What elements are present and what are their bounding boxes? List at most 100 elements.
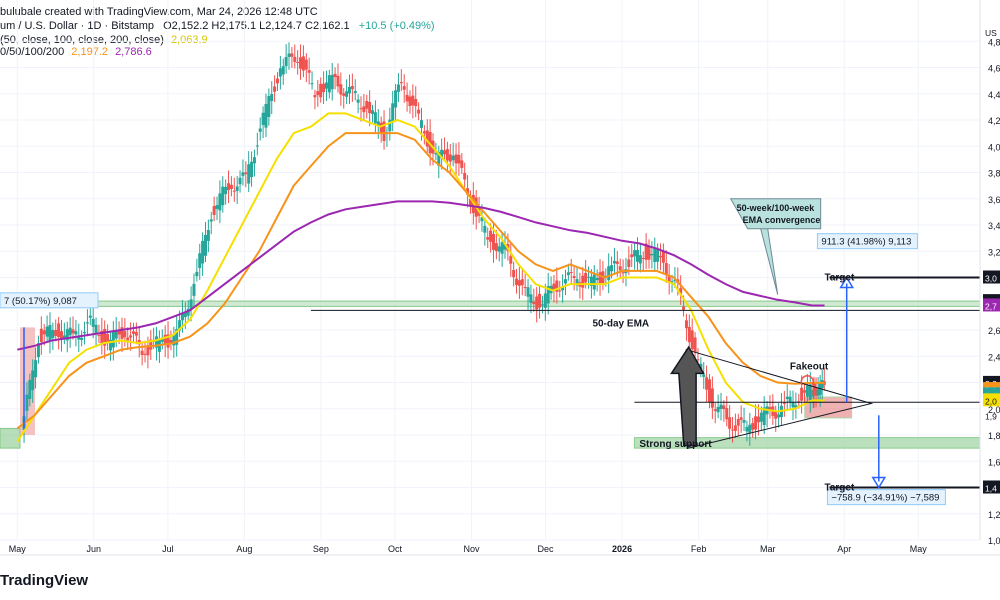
candle-body [198, 253, 202, 268]
candle-body [460, 160, 464, 168]
candle-body [140, 350, 144, 355]
candle-body [719, 404, 723, 409]
candle-body [39, 328, 43, 343]
x-tick-label: Sep [313, 544, 329, 554]
left-measure-label-box [0, 292, 99, 309]
candle-body [80, 337, 84, 340]
candle-body [379, 122, 383, 134]
y-tick-label: 3,4 [988, 221, 1000, 231]
ema-label: (50, close, 100, close, 200, close) [0, 34, 164, 46]
candle-body [595, 277, 599, 281]
candle-body [526, 287, 530, 297]
candle-body [794, 405, 798, 408]
ema50-label: 50-day EMA [592, 318, 649, 329]
candle-body [88, 315, 92, 318]
candle-body [408, 96, 412, 107]
ma-value-2: 2,786.6 [115, 46, 152, 58]
candle-body [258, 128, 262, 132]
candle-body [581, 275, 585, 288]
candle-body [661, 251, 665, 263]
candle-body [575, 279, 579, 286]
candle-body [149, 339, 153, 350]
candle-body [85, 322, 89, 324]
candle-body [365, 101, 369, 109]
candle-body [411, 95, 415, 106]
candle-body [448, 154, 452, 162]
candle-body [71, 329, 75, 334]
fakeout-label: Fakeout [790, 361, 829, 372]
candle-body [252, 157, 256, 164]
candle-body [566, 272, 570, 276]
candle-body [227, 183, 231, 191]
candle-body [224, 186, 228, 195]
change-value: +10.5 (+0.49%) [358, 20, 435, 32]
breakout-arrow [670, 345, 705, 447]
candle-body [57, 323, 61, 338]
convergence-label-2: EMA convergence [743, 215, 821, 225]
ema-lines [16, 42, 826, 446]
price-tag: 2,7 [985, 301, 997, 311]
candle-body [517, 280, 521, 286]
candle-body [592, 274, 596, 290]
fakeout-marker [800, 375, 814, 386]
candle-body [754, 416, 758, 430]
candle-body [552, 283, 556, 291]
candle-body [644, 243, 648, 260]
candle-body [244, 172, 248, 175]
candle-body [255, 145, 259, 147]
candle-body [264, 103, 268, 128]
candle-body [782, 402, 786, 404]
candle-body [275, 78, 279, 84]
candle-body [684, 320, 688, 329]
candle-body [664, 263, 668, 276]
target-up-label: Target [824, 273, 854, 284]
candle-body [117, 329, 121, 335]
candle-body [457, 154, 461, 164]
candle-body [322, 83, 326, 93]
candle-body [610, 265, 614, 272]
candle-body [373, 112, 377, 124]
candle-body [630, 254, 634, 258]
candle-body [350, 86, 354, 90]
candle-body [25, 394, 29, 411]
candle-body [733, 425, 737, 431]
candle-body [83, 332, 87, 334]
candle-body [324, 82, 328, 89]
y-tick-label: 4,0 [988, 142, 1000, 152]
candle-body [615, 261, 619, 264]
candle-body [59, 331, 63, 340]
down-measure-label-box [826, 489, 946, 506]
candle-body [731, 429, 735, 431]
x-tick-label: Aug [236, 544, 252, 554]
candle-body [123, 331, 127, 338]
candle-body [759, 412, 763, 422]
price-tag: 3,0 [985, 274, 997, 284]
candle-body [160, 337, 164, 342]
candle-body [607, 266, 611, 281]
x-tick-label: Mar [760, 544, 776, 554]
candle-body [814, 389, 818, 396]
candle-body [820, 380, 824, 389]
candle-body [468, 198, 472, 207]
candle-body [287, 53, 291, 57]
candle-body [106, 333, 110, 342]
price-tag-bg [983, 298, 1000, 312]
candle-body [417, 109, 421, 114]
y-tick-label: 2,4 [988, 352, 1000, 362]
candle-body [166, 334, 170, 348]
candle-body [28, 379, 32, 399]
candle-body [100, 330, 104, 345]
candle-body [633, 250, 637, 257]
candle-body [310, 83, 314, 85]
tradingview-logo[interactable]: TradingView [0, 572, 88, 589]
y-tick-label: 2,0 [988, 405, 1000, 415]
candles [22, 42, 826, 446]
candle-body [440, 149, 444, 158]
candle-body [641, 257, 645, 259]
candle-body [169, 340, 173, 344]
y-tick-label: 3,2 [988, 247, 1000, 257]
candle-body [751, 423, 755, 430]
candle-body [647, 246, 651, 260]
candle-body [356, 99, 360, 103]
